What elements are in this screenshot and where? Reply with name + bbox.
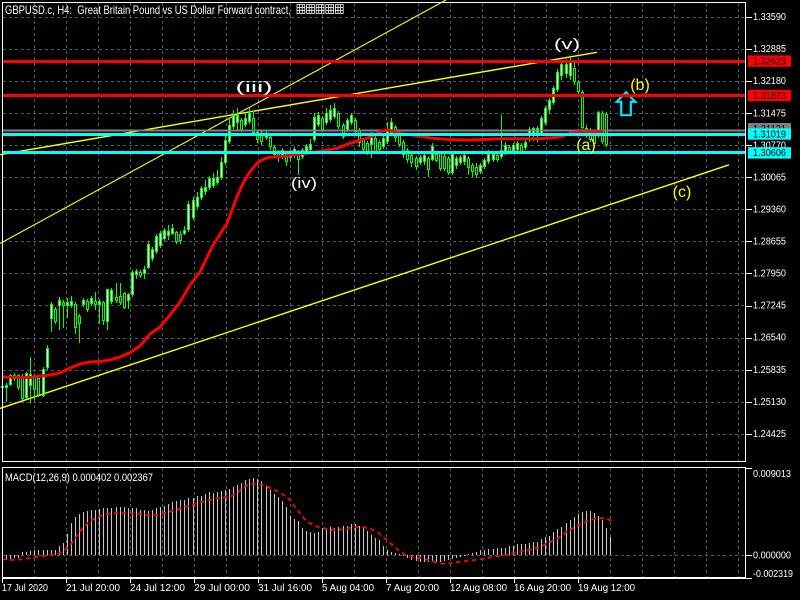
svg-text:(a): (a) [576,137,596,154]
svg-text:31 Jul 16:00: 31 Jul 16:00 [258,583,312,594]
svg-text:(iii): (iii) [236,79,273,96]
svg-text:(b): (b) [630,77,650,94]
svg-text:1.29360: 1.29360 [753,205,786,216]
svg-text:GBPUSD.c, H4: Great Britain P: GBPUSD.c, H4: Great Britain Pound vs US … [5,3,291,17]
svg-text:1.32623: 1.32623 [753,56,786,67]
svg-text:7 Aug 20:00: 7 Aug 20:00 [386,583,439,594]
svg-text:1.25130: 1.25130 [753,397,786,408]
svg-text:1.27950: 1.27950 [753,269,786,280]
svg-text:(v): (v) [554,36,580,53]
svg-text:(iv): (iv) [291,175,317,192]
svg-text:0.009013: 0.009013 [753,469,791,480]
svg-text:1.24425: 1.24425 [753,429,786,440]
svg-text:1.25835: 1.25835 [753,365,786,376]
svg-text:1.32885: 1.32885 [753,44,786,55]
svg-text:-0.002319: -0.002319 [753,569,793,580]
svg-text:1.28655: 1.28655 [753,237,786,248]
svg-text:1.30606: 1.30606 [753,148,786,159]
svg-text:21 Jul 20:00: 21 Jul 20:00 [66,583,120,594]
svg-text:19 Aug 12:00: 19 Aug 12:00 [578,583,635,594]
svg-text:17 Jul 2020: 17 Jul 2020 [2,583,48,594]
svg-text:1.31873: 1.31873 [753,91,786,102]
svg-text:1.27245: 1.27245 [753,301,786,312]
svg-text:5 Aug 04:00: 5 Aug 04:00 [322,583,374,594]
svg-text:1.31475: 1.31475 [753,108,786,119]
svg-text:16 Aug 20:00: 16 Aug 20:00 [514,583,571,594]
svg-text:24 Jul 12:00: 24 Jul 12:00 [130,583,185,594]
svg-text:1.30065: 1.30065 [753,173,786,184]
svg-text:1.32180: 1.32180 [753,76,786,87]
svg-text:1.26540: 1.26540 [753,333,786,344]
svg-text:12 Aug 08:00: 12 Aug 08:00 [450,583,507,594]
svg-text:MACD(12,26,9) 0.000402 0.00236: MACD(12,26,9) 0.000402 0.002367 [5,472,153,484]
svg-text:0.000000: 0.000000 [753,551,791,562]
svg-text:1.30770: 1.30770 [753,140,786,151]
svg-text:29 Jul 00:00: 29 Jul 00:00 [194,583,250,594]
svg-text:1.31019: 1.31019 [753,129,786,140]
svg-text:1.33590: 1.33590 [753,12,786,23]
svg-text:(c): (c) [673,184,692,201]
